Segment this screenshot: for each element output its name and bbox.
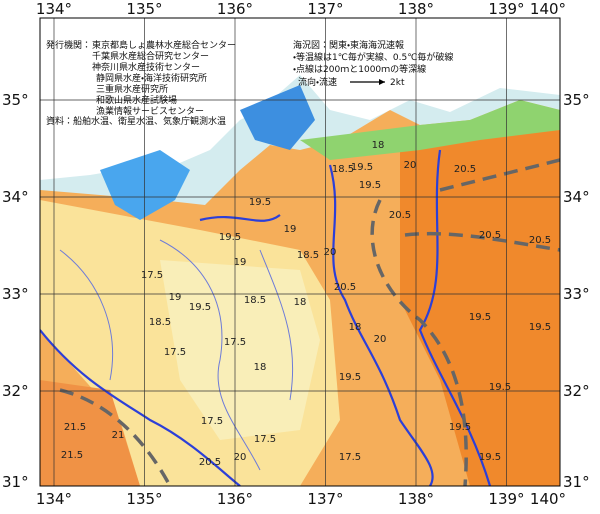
- contour-label: 19.5: [249, 197, 271, 208]
- current-label: 流向・流速: [298, 76, 337, 88]
- lon-label-top: 139°: [488, 0, 524, 18]
- current-scale: 2kt: [390, 78, 405, 88]
- contour-label: 19: [234, 257, 247, 268]
- contour-label: 18: [349, 322, 362, 333]
- contour-label: 17.5: [164, 347, 186, 358]
- contour-label: 21.5: [61, 450, 83, 461]
- contour-label: 20.5: [199, 457, 221, 468]
- lon-label-top: 136°: [217, 0, 253, 18]
- bay-water: [100, 150, 190, 220]
- contour-label: 20.5: [454, 164, 476, 175]
- contour-label: 21: [112, 430, 125, 441]
- contour-label: 18: [254, 362, 267, 373]
- lat-label-left: 35°: [2, 91, 29, 109]
- contour-label: 17.5: [224, 337, 246, 348]
- contour-label: 19.5: [189, 302, 211, 313]
- lat-label-right: 31°: [563, 473, 590, 491]
- lon-label-bottom: 134°: [36, 490, 72, 508]
- warm-water: [400, 130, 560, 486]
- frame: [39, 17, 561, 487]
- lon-label-bottom: 140°: [530, 490, 566, 508]
- contour-label: 19: [169, 292, 182, 303]
- agency: 三重県水産研究所: [96, 83, 168, 95]
- contour-label: 19.5: [479, 452, 501, 463]
- lat-label-left: 34°: [2, 188, 29, 206]
- ise-bay: [240, 85, 315, 150]
- agency: 漁業情報サービスセンター: [96, 105, 204, 117]
- agency: 神奈川県水産技術センター: [92, 61, 200, 73]
- contour-label: 19.5: [219, 232, 241, 243]
- contour-label: 19.5: [359, 180, 381, 191]
- agency: 静岡県水産・海洋技術研究所: [96, 72, 207, 84]
- agency: 東京都島しょ農林水産総合センター: [92, 39, 236, 51]
- agency: 和歌山県水産試験場: [96, 94, 177, 106]
- publisher-label: 発行機関：: [46, 39, 91, 51]
- warm-sw: [40, 380, 140, 486]
- contour-label: 17.5: [339, 452, 361, 463]
- contour-label: 19.5: [351, 162, 373, 173]
- contour-label: 18.5: [332, 164, 354, 175]
- lat-label-left: 31°: [2, 473, 29, 491]
- contour-label: 18.5: [244, 295, 266, 306]
- contour-label: 20.5: [334, 282, 356, 293]
- contour-label: 19: [284, 224, 297, 235]
- lat-label-left: 32°: [2, 382, 29, 400]
- lat-label-right: 34°: [563, 188, 590, 206]
- contour-label: 18.5: [149, 317, 171, 328]
- contour-label: 20.5: [389, 210, 411, 221]
- lon-label-bottom: 137°: [307, 490, 343, 508]
- lat-label-right: 32°: [563, 382, 590, 400]
- lon-label-top: 137°: [307, 0, 343, 18]
- land: [40, 18, 560, 180]
- notes-title: 海況図：関東・東海海況速報: [293, 39, 404, 51]
- contour-label: 19.5: [469, 312, 491, 323]
- lon-label-top: 134°: [36, 0, 72, 18]
- note-line: ・点線は200ｍと1000ｍの等深線: [293, 63, 426, 75]
- lon-label-bottom: 139°: [488, 490, 524, 508]
- agency: 千葉県水産総合研究センター: [92, 50, 209, 62]
- contour-label: 20: [404, 160, 417, 171]
- contour-label: 18: [294, 297, 307, 308]
- contour-label: 17.5: [141, 270, 163, 281]
- contour-label: 17.5: [201, 416, 223, 427]
- contour-label: 21.5: [64, 422, 86, 433]
- labels: 発行機関： 資料：船舶水温、衛星水温、気象庁観測水温 海況図：関東・東海海況速報…: [2, 0, 590, 508]
- lat-label-right: 35°: [563, 91, 590, 109]
- lon-label-bottom: 138°: [398, 490, 434, 508]
- contour-label: 20: [234, 452, 247, 463]
- lon-label-top: 135°: [126, 0, 162, 18]
- contour-label: 20: [324, 247, 337, 258]
- contour-label: 17.5: [254, 434, 276, 445]
- contour-label: 19.5: [449, 422, 471, 433]
- contour-label: 20.5: [529, 235, 551, 246]
- source: 資料：船舶水温、衛星水温、気象庁観測水温: [46, 115, 226, 127]
- contour-label: 18.5: [297, 250, 319, 261]
- cool-core: [160, 260, 320, 440]
- lat-label-right: 33°: [563, 285, 590, 303]
- contour-label: 20: [374, 334, 387, 345]
- lon-label-bottom: 136°: [217, 490, 253, 508]
- contour-label: 19.5: [339, 372, 361, 383]
- contour-label: 19.5: [529, 322, 551, 333]
- dashed-isotherms: [59, 239, 294, 471]
- contour-label: 20.5: [479, 230, 501, 241]
- coastal-green: [300, 100, 560, 160]
- lon-label-top: 138°: [398, 0, 434, 18]
- contour-label: 19.5: [489, 382, 511, 393]
- graticule: [40, 18, 560, 486]
- note-line: ・等温線は1℃毎が実線、0.5℃毎が破線: [293, 51, 453, 63]
- kuroshio: [59, 158, 560, 486]
- lon-label-bottom: 135°: [126, 490, 162, 508]
- contour-label: 18: [372, 140, 385, 151]
- arrow-head: [379, 79, 385, 85]
- map-body: [40, 18, 560, 486]
- isotherms: [40, 149, 492, 486]
- lat-label-left: 33°: [2, 285, 29, 303]
- lon-label-top: 140°: [530, 0, 566, 18]
